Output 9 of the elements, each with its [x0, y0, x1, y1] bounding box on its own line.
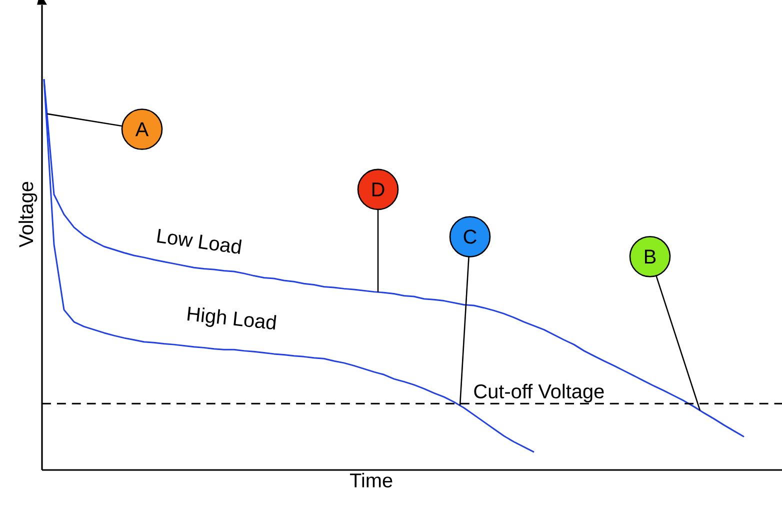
- annotation: A: [135, 122, 149, 136]
- annotation: C: [464, 230, 476, 244]
- x-axis-title: Time: [350, 472, 392, 488]
- text: Low Load: [157, 228, 242, 254]
- ref-line-label: Cut-off Voltage: [474, 384, 604, 402]
- y-axis-title: Voltage: [18, 182, 38, 248]
- text: High Load: [187, 306, 276, 330]
- annotation: B: [644, 250, 656, 264]
- annotation: D: [372, 182, 384, 196]
